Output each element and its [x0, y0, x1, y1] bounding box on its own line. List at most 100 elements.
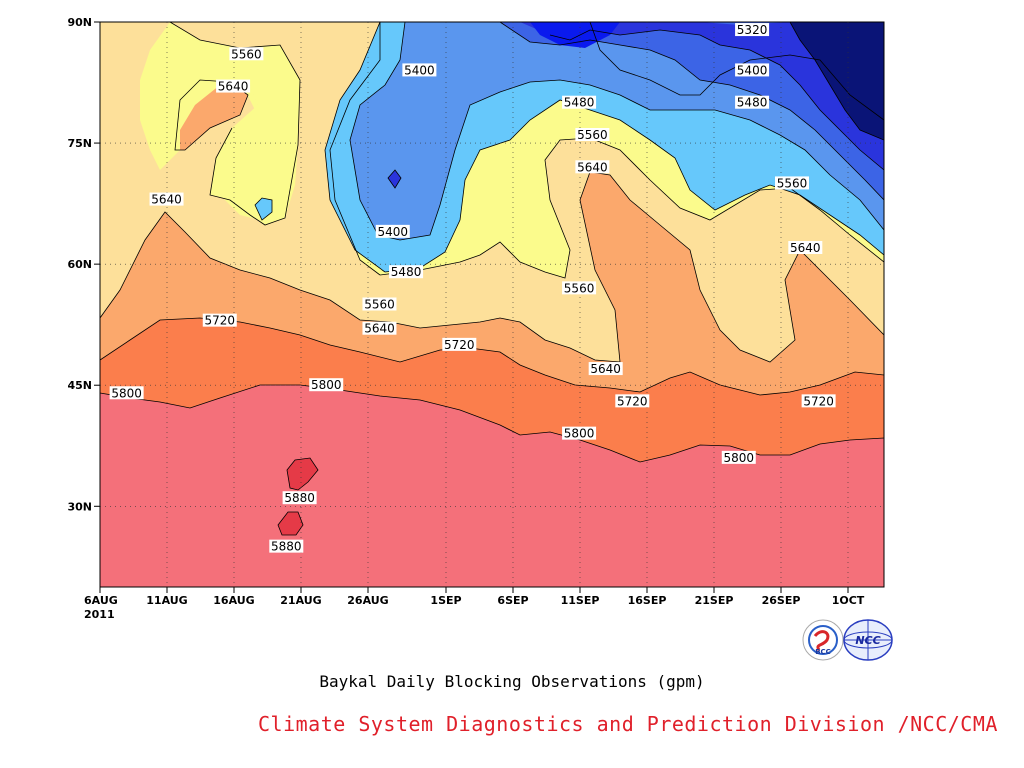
- contour-label-text: 5400: [377, 225, 408, 239]
- contour-label: 5640: [588, 362, 623, 376]
- y-tick-label: 45N: [67, 379, 92, 392]
- y-tick-label: 75N: [67, 137, 92, 150]
- contour-label-text: 5800: [311, 378, 342, 392]
- svg-text:BCC: BCC: [815, 648, 831, 656]
- contour-label-text: 5640: [790, 241, 821, 255]
- contour-label-text: 5880: [284, 491, 315, 505]
- band-5880-upper: [287, 458, 318, 490]
- contour-label: 5560: [562, 281, 597, 295]
- contour-label-bg: [109, 386, 144, 400]
- contour-label-bg: [562, 95, 597, 109]
- contour-label: 5560: [229, 47, 264, 61]
- contour-label-bg: [269, 539, 304, 553]
- x-tick-label: 16SEP: [628, 594, 667, 607]
- contour-label-text: 5480: [564, 96, 595, 110]
- contour-label: 5800: [721, 450, 756, 465]
- contour-label: 5640: [149, 192, 184, 207]
- contour-label-text: 5640: [218, 80, 249, 94]
- contour-label-bg: [309, 378, 344, 392]
- contour-label: 5720: [202, 313, 237, 328]
- contour-label: 5640: [788, 241, 823, 255]
- contour-label-text: 5800: [564, 427, 595, 441]
- contour-label-text: 5720: [617, 394, 648, 408]
- band-5880-lower: [278, 512, 303, 535]
- contour-label-bg: [282, 491, 317, 505]
- contour-label: 5640: [362, 321, 397, 336]
- contour-label-text: 5640: [590, 362, 621, 376]
- x-year-label: 2011: [84, 608, 115, 621]
- y-tick-label: 30N: [67, 500, 92, 513]
- x-tick-label: 1SEP: [430, 594, 461, 607]
- band-5400-5480-small: [255, 198, 272, 220]
- contour-label: 5640: [216, 79, 251, 94]
- y-tick-label: 90N: [67, 16, 92, 29]
- contour-label-bg: [362, 297, 397, 311]
- contour-label-text: 5880: [271, 540, 302, 554]
- contour-label-text: 5640: [577, 160, 608, 174]
- x-tick-label: 16AUG: [213, 594, 254, 607]
- contour-label: 5480: [389, 265, 424, 279]
- x-tick-label: 26AUG: [347, 594, 388, 607]
- contour-label: 5320: [735, 23, 770, 37]
- contour-label-bg: [442, 337, 477, 351]
- contour-label-text: 5640: [364, 322, 395, 336]
- contour-label: 5800: [109, 386, 144, 400]
- contour-lines: [100, 22, 884, 536]
- contour-label-bg: [775, 176, 809, 190]
- contour-label-text: 5400: [404, 63, 435, 77]
- credit-text: Climate System Diagnostics and Predictio…: [258, 712, 998, 736]
- contour-label-bg: [801, 394, 836, 408]
- contour-label-bg: [389, 265, 424, 279]
- contour-label-bg: [575, 160, 610, 174]
- band-below: [790, 22, 884, 140]
- contour-label-bg: [588, 362, 623, 376]
- x-tick-label: 21AUG: [280, 594, 321, 607]
- contour-label-text: 5560: [777, 176, 808, 190]
- y-axis: 30N 45N 60N 75N 90N: [67, 16, 100, 513]
- contour-label: 5640: [575, 160, 610, 174]
- contour-label-bg: [735, 95, 770, 109]
- contour-label-bg: [375, 224, 410, 238]
- x-axis: 6AUG 11AUG 16AUG 21AUG 26AUG 1SEP 6SEP 11SEP 16S…: [84, 587, 865, 621]
- contour-label: 5560: [362, 297, 397, 312]
- contour-label-bg: [229, 47, 264, 61]
- contour-label: 5560: [775, 176, 809, 190]
- contour-label-bg: [149, 192, 184, 206]
- plot-frame: [99, 21, 885, 588]
- contour-labels: 5320 5400 5400 5480 5480 5560 5560 5560 5640 5640…: [109, 23, 836, 554]
- svg-text:NCC: NCC: [855, 634, 880, 647]
- contour-label: 5560: [575, 128, 610, 142]
- x-tick-label: 11AUG: [146, 594, 187, 607]
- contour-label: 5720: [801, 394, 836, 408]
- x-tick-label: 11SEP: [561, 594, 600, 607]
- contour-label-text: 5400: [737, 63, 768, 77]
- contour-label: 5880: [269, 539, 304, 554]
- contour-label-text: 5800: [723, 451, 754, 465]
- ncc-logo: NCC: [843, 619, 893, 661]
- contour-label-bg: [402, 63, 437, 77]
- contour-label: 5480: [735, 95, 770, 110]
- contour-label: 5400: [735, 63, 770, 77]
- contour-label-text: 5720: [444, 338, 475, 352]
- contour-label-text: 5560: [364, 298, 395, 312]
- x-tick-label: 21SEP: [695, 594, 734, 607]
- contour-label-text: 5640: [151, 193, 182, 207]
- contour-label-bg: [562, 281, 597, 295]
- contour-label-text: 5800: [111, 386, 142, 400]
- contour-label-bg: [788, 241, 823, 254]
- contour-label-text: 5560: [231, 47, 262, 61]
- contour-label-bg: [216, 79, 251, 93]
- contour-label-text: 5720: [204, 314, 235, 328]
- contour-label-bg: [721, 450, 756, 464]
- band-5480-5560-c: [210, 50, 300, 225]
- contour-label-text: 5320: [737, 23, 768, 37]
- band-5160-5240: [520, 22, 884, 170]
- contour-label: 5400: [402, 63, 437, 77]
- contour-label: 5720: [615, 394, 650, 408]
- y-tick-label: 60N: [67, 258, 92, 271]
- x-tick-label: 6SEP: [497, 594, 528, 607]
- x-tick-label: 6AUG: [84, 594, 118, 607]
- contour-label-text: 5480: [737, 96, 768, 110]
- contour-label-text: 5480: [391, 265, 422, 279]
